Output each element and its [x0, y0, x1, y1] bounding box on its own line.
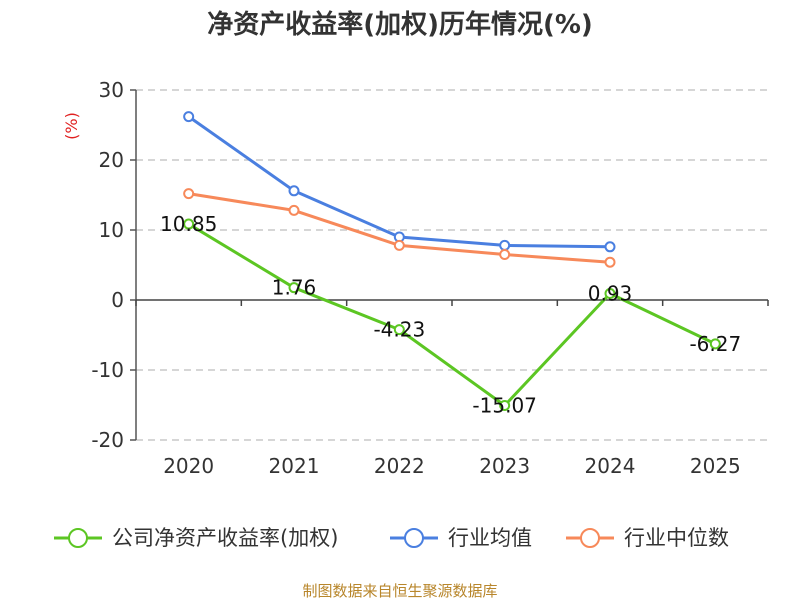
data-point: [393, 324, 405, 336]
data-point: [288, 282, 300, 294]
data-point: [499, 399, 511, 411]
legend-label: 行业均值: [448, 526, 532, 550]
axes: 30 20 10 0 -10 -20 2020 2021 2022 2023 2024 2025: [91, 78, 769, 478]
series-0: [183, 218, 721, 411]
x-tick-label: 2024: [585, 454, 636, 478]
data-point: [183, 218, 195, 230]
series-lines: [183, 111, 721, 411]
data-point: [393, 239, 405, 251]
data-label: 10.85: [160, 212, 217, 236]
x-tick-label: 2025: [690, 454, 741, 478]
y-tick-label: -20: [91, 428, 124, 452]
legend-item: 行业中位数: [566, 526, 729, 550]
data-point: [604, 256, 616, 268]
data-labels: 10.85 1.76 -4.23 -15.07 0.93 -6.27: [160, 212, 741, 417]
data-point: [183, 188, 195, 200]
data-label: -6.27: [689, 332, 741, 356]
legend-item: 公司净资产收益率(加权): [54, 526, 338, 550]
legend: 公司净资产收益率(加权) 行业均值 行业中位数: [54, 526, 729, 550]
series-line: [187, 115, 611, 249]
data-label: 0.93: [588, 281, 633, 305]
legend-marker: [580, 528, 600, 548]
series-2: [183, 188, 616, 268]
data-point: [499, 249, 511, 260]
chart-title: 净资产收益率(加权)历年情况(%): [207, 9, 593, 40]
x-tick-label: 2023: [479, 454, 530, 478]
y-tick-label: 30: [99, 78, 124, 102]
data-point: [288, 185, 300, 197]
legend-label: 行业中位数: [624, 526, 729, 550]
series-line: [187, 222, 716, 407]
y-tick-label: 20: [99, 148, 124, 172]
y-tick-label: -10: [91, 358, 124, 382]
y-tick-label: 10: [99, 218, 124, 242]
series-line: [188, 192, 611, 264]
series-1: [183, 111, 616, 253]
y-axis-unit: (%): [62, 112, 81, 140]
x-tick-label: 2020: [163, 454, 214, 478]
legend-marker: [68, 528, 88, 548]
data-point: [709, 338, 721, 350]
legend-label: 公司净资产收益率(加权): [112, 526, 338, 550]
data-label: -4.23: [373, 318, 425, 342]
legend-item: 行业均值: [390, 526, 532, 550]
data-label: -15.07: [472, 393, 536, 417]
y-tick-label: 0: [111, 288, 124, 312]
legend-marker: [404, 528, 424, 548]
grid-lines: [136, 89, 768, 441]
data-label: 1.76: [272, 276, 317, 300]
source-note: 制图数据来自恒生聚源数据库: [302, 582, 497, 600]
data-point: [604, 287, 616, 299]
data-point: [499, 239, 511, 251]
data-point: [604, 241, 616, 253]
x-tick-label: 2021: [269, 454, 320, 478]
data-point: [288, 204, 300, 216]
x-tick-label: 2022: [374, 454, 425, 478]
data-point: [183, 111, 195, 123]
